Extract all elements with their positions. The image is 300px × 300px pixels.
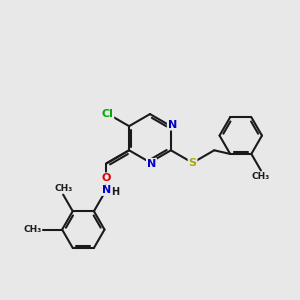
Text: N: N <box>101 185 111 195</box>
Text: CH₃: CH₃ <box>23 225 41 234</box>
Text: O: O <box>101 173 111 183</box>
Text: N: N <box>168 120 177 130</box>
Text: S: S <box>189 158 196 168</box>
Text: N: N <box>147 159 156 169</box>
Text: Cl: Cl <box>101 109 113 118</box>
Text: H: H <box>112 187 120 196</box>
Text: CH₃: CH₃ <box>54 184 72 193</box>
Text: CH₃: CH₃ <box>252 172 270 181</box>
